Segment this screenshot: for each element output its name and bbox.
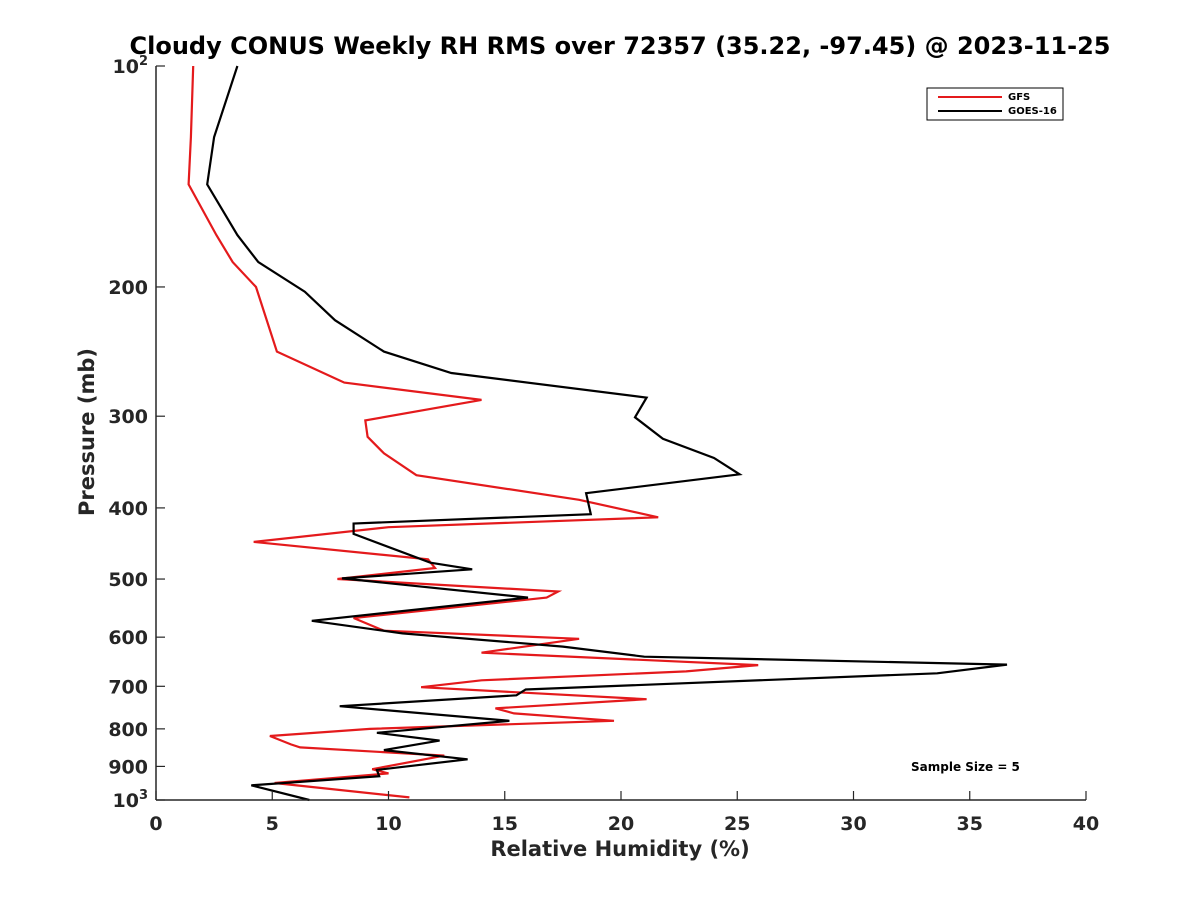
legend-label-gfs: GFS xyxy=(1008,92,1030,103)
y-tick-label: 300 xyxy=(108,406,148,428)
legend-box xyxy=(926,87,1064,121)
legend: GFS GOES-16 xyxy=(926,87,1064,121)
y-tick-label: 800 xyxy=(108,719,148,741)
series-line-goes-16 xyxy=(206,65,1008,802)
series-layer xyxy=(187,65,1008,802)
y-tick-label: 102 xyxy=(113,54,149,78)
x-tick-label: 20 xyxy=(608,813,634,835)
x-tick-label: 0 xyxy=(149,813,162,835)
y-tick-label: 400 xyxy=(108,498,148,520)
axes-layer: 0 5 10 15 20 25 30 35 40 102 200 300 400 500 600 700 800… xyxy=(108,54,1099,835)
y-tick-label: 700 xyxy=(108,676,148,698)
y-axis-label: Pressure (mb) xyxy=(75,348,99,516)
y-tick-label: 103 xyxy=(113,788,149,812)
y-tick-label: 600 xyxy=(108,627,148,649)
y-tick-label: 500 xyxy=(108,569,148,591)
x-tick-label: 35 xyxy=(957,813,983,835)
legend-label-goes-16: GOES-16 xyxy=(1008,106,1057,117)
chart-title: Cloudy CONUS Weekly RH RMS over 72357 (3… xyxy=(130,32,1111,60)
x-axis-label: Relative Humidity (%) xyxy=(490,837,749,861)
series-line-gfs xyxy=(187,65,759,799)
x-tick-label: 25 xyxy=(724,813,750,835)
x-tick-label: 30 xyxy=(840,813,866,835)
x-tick-label: 40 xyxy=(1073,813,1099,835)
x-tick-label: 10 xyxy=(375,813,401,835)
y-tick-label: 200 xyxy=(108,277,148,299)
sample-size-annotation: Sample Size = 5 xyxy=(911,760,1020,774)
x-tick-label: 15 xyxy=(492,813,518,835)
x-tick-label: 5 xyxy=(266,813,279,835)
y-tick-label: 900 xyxy=(108,756,148,778)
